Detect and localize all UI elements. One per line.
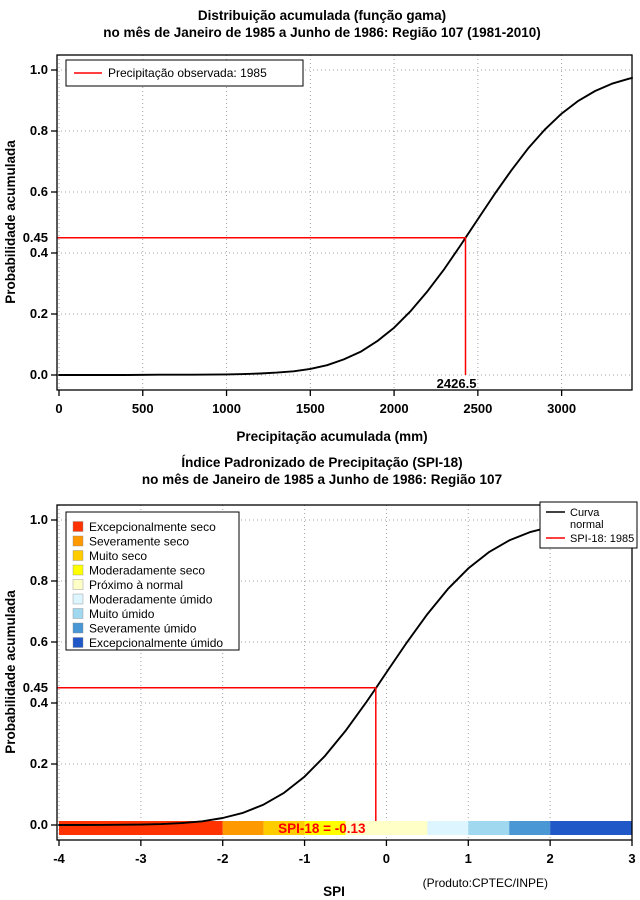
legend-box (539, 501, 638, 549)
x-tick-label: 2000 (380, 401, 409, 416)
legend-swatch (72, 622, 84, 634)
plot-border (56, 54, 633, 391)
legend-label: Moderadamente úmido (89, 593, 213, 607)
legend-swatch (72, 637, 84, 648)
chart1-x-axis-label: Precipitação acumulada (mm) (236, 429, 427, 444)
cdf-curve (58, 76, 633, 376)
legend-label: Moderadamente seco (89, 564, 205, 578)
chart1-title: Distribuição acumulada (função gama) (198, 8, 446, 23)
colorbar-segment (509, 821, 551, 835)
legend-label: Próximo à normal (89, 578, 183, 592)
precipitation-annotation: 2426.5 (437, 376, 477, 391)
legend-box (65, 511, 240, 651)
probability-annotation: 0.45 (23, 680, 48, 695)
y-tick-label: 0.0 (30, 367, 48, 382)
legend-label: Curva (570, 507, 600, 519)
chart2-y-axis-label: Probabilidade acumulada (3, 590, 18, 754)
legend-label: Excepcionalmente seco (89, 520, 216, 534)
legend-label: Precipitação observada: 1985 (108, 66, 267, 80)
probability-annotation: 0.45 (23, 230, 48, 245)
chart2-subtitle: no mês de Janeiro de 1985 a Junho de 198… (142, 472, 502, 487)
colorbar-segment (304, 821, 346, 835)
chart2-plot-area: 0.45 SPI-18 = -0.13 -4 -3 -2 -1 0 1 2 3 0.0 0.2 0.4 0… (23, 501, 638, 890)
y-tick-label: 0.0 (30, 817, 48, 832)
x-tick-label: 0 (55, 401, 62, 416)
colorbar-segment (222, 821, 264, 835)
x-tick-label: 2 (547, 851, 554, 866)
spi-annotation: SPI-18 = -0.13 (278, 821, 366, 836)
axis-ticks: 0 500 1000 1500 2000 2500 3000 0.0 0.2 0.4 0.6 0.8 1… (30, 62, 576, 416)
y-tick-label: 0.6 (30, 184, 48, 199)
x-tick-label: 3 (628, 851, 635, 866)
y-tick-label: 0.2 (30, 306, 48, 321)
observed-value-lines (57, 687, 377, 821)
legend-swatch (72, 608, 84, 619)
plot-border (56, 504, 633, 841)
x-tick-label: 3000 (547, 401, 576, 416)
colorbar-segment (345, 821, 428, 835)
colorbar-segment (427, 821, 469, 835)
y-tick-label: 1.0 (30, 62, 48, 77)
legend-swatch (72, 579, 84, 590)
colorbar-segment (59, 821, 223, 835)
chart1-y-axis-label: Probabilidade acumulada (3, 140, 18, 304)
legend-label: Excepcionalmente úmido (89, 636, 223, 650)
gridlines (57, 55, 632, 390)
legend-swatch (72, 564, 84, 576)
legend-box (65, 59, 304, 87)
colorbar-segment (550, 821, 632, 835)
spi-cdf-chart: Índice Padronizado de Precipitação (SPI-… (3, 455, 638, 899)
chart1-subtitle: no mês de Janeiro de 1985 a Junho de 198… (103, 25, 540, 40)
legend-label: Muito úmido (89, 607, 155, 621)
x-tick-label: 1000 (212, 401, 241, 416)
axis-ticks: -4 -3 -2 -1 0 1 2 3 0.0 0.2 0.4 0.6 0.8 1.0 (30, 512, 636, 866)
x-tick-label: 500 (132, 401, 154, 416)
gamma-cdf-chart: Distribuição acumulada (função gama) no … (3, 8, 633, 444)
chart2-title: Índice Padronizado de Precipitação (SPI-… (181, 455, 462, 470)
legend-label: Muito seco (89, 549, 147, 563)
legend-label: normal (570, 519, 604, 531)
observed-legend: Precipitação observada: 1985 (65, 59, 304, 87)
x-tick-label: -1 (299, 851, 311, 866)
legend-label: Severamente seco (89, 535, 189, 549)
legend-label: SPI-18: 1985 (570, 533, 634, 545)
legend-swatch (72, 550, 84, 561)
x-tick-label: -4 (53, 851, 65, 866)
x-tick-label: 2500 (463, 401, 492, 416)
x-tick-label: 1 (465, 851, 472, 866)
observed-value-lines (57, 237, 467, 375)
legend-swatch (72, 521, 84, 532)
y-tick-label: 0.4 (30, 245, 49, 260)
chart1-plot-area: 0.45 2426.5 0 500 1000 1500 2000 2500 3000 0.0 0.2… (23, 54, 633, 416)
legend-swatch (72, 593, 84, 605)
y-tick-label: 0.8 (30, 573, 48, 588)
x-tick-label: 0 (383, 851, 390, 866)
colorbar-segment (263, 821, 305, 835)
colorbar-segment (468, 821, 510, 835)
x-tick-label: -3 (135, 851, 147, 866)
x-tick-label: 1500 (296, 401, 325, 416)
x-tick-label: -2 (217, 851, 229, 866)
product-credit: (Produto:CPTEC/INPE) (423, 876, 548, 890)
y-tick-label: 0.2 (30, 756, 48, 771)
y-tick-label: 1.0 (30, 512, 48, 527)
legend-swatch (72, 535, 84, 547)
chart2-x-axis-label: SPI (323, 884, 345, 899)
y-tick-label: 0.6 (30, 634, 48, 649)
legend-label: Severamente úmido (89, 622, 197, 636)
y-tick-label: 0.4 (30, 695, 49, 710)
y-tick-label: 0.8 (30, 123, 48, 138)
